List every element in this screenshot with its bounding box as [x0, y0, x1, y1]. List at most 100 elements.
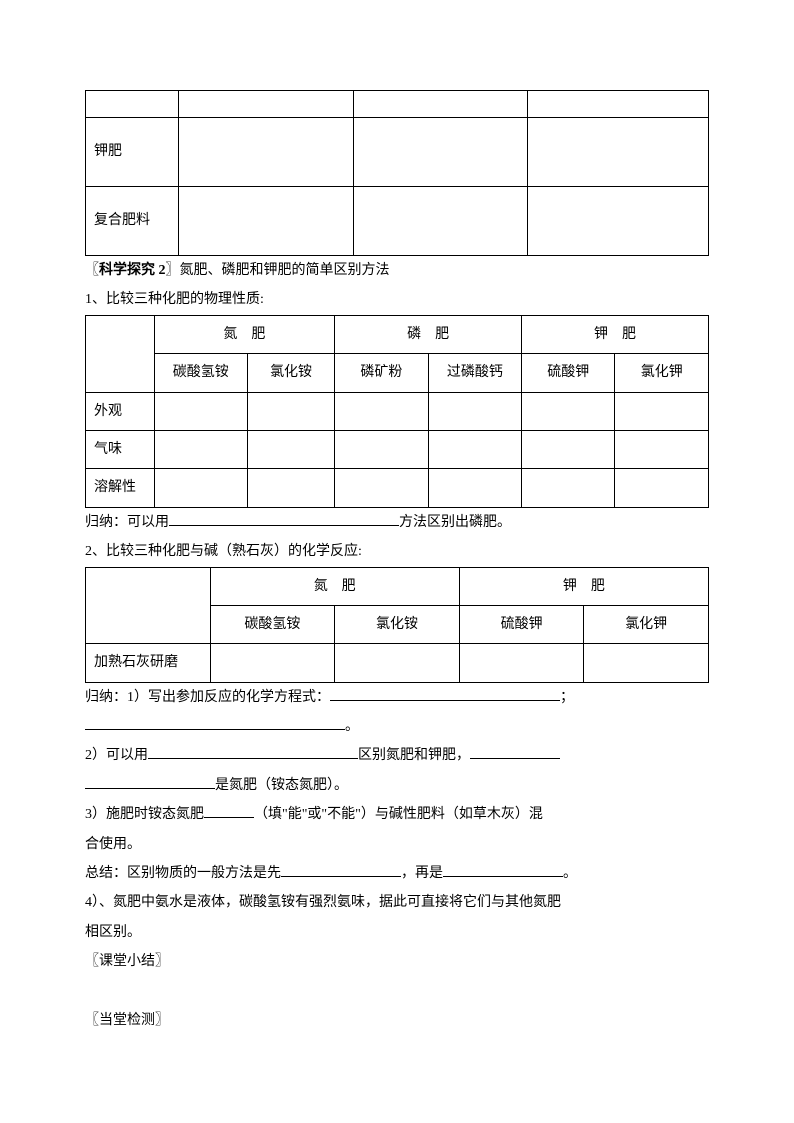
- table-cell: [528, 187, 709, 256]
- table-cell: 碳酸氢铵: [154, 354, 247, 392]
- fill-blank[interactable]: [443, 862, 563, 877]
- text: 。: [563, 866, 577, 881]
- table-cell: 氯化铵: [247, 354, 334, 392]
- table-fertilizer-types: 钾肥 复合肥料: [85, 90, 709, 256]
- table-cell: 过磷酸钙: [428, 354, 521, 392]
- table-row: [86, 91, 709, 118]
- table-row: 外观: [86, 392, 709, 430]
- section-heading: 〖当堂检测〗: [85, 1006, 709, 1035]
- fill-blank[interactable]: [204, 803, 254, 818]
- text: （填"能"或"不能"）与碱性肥料（如草木灰）混: [254, 807, 543, 822]
- table-cell: [335, 469, 428, 507]
- table-row: 溶解性: [86, 469, 709, 507]
- paragraph: 总结：区别物质的一般方法是先 ，再是 。: [85, 859, 709, 888]
- section-heading: 〖科学探究 2〗氮肥、磷肥和钾肥的简单区别方法: [85, 256, 709, 285]
- table-cell: [522, 469, 615, 507]
- table-cell: 硫酸钾: [522, 354, 615, 392]
- table-cell: [335, 430, 428, 468]
- table-row: 钾肥: [86, 118, 709, 187]
- table-cell: 钾肥: [86, 118, 179, 187]
- table-cell: [615, 392, 709, 430]
- heading-bold: 科学探究 2: [99, 263, 166, 278]
- table-row: 气味: [86, 430, 709, 468]
- table-cell: [247, 430, 334, 468]
- table-cell: 氮 肥: [210, 567, 459, 605]
- table-cell: 氮 肥: [154, 315, 335, 353]
- fill-blank[interactable]: [85, 715, 345, 730]
- table-chemical-reaction: 氮 肥 钾 肥 碳酸氢铵 氯化铵 硫酸钾 氯化钾 加熟石灰研磨: [85, 567, 709, 683]
- table-cell: [428, 392, 521, 430]
- table-cell: [353, 187, 527, 256]
- table-cell: [86, 567, 211, 644]
- text: ，再是: [401, 866, 443, 881]
- table-cell: [335, 644, 460, 682]
- table-cell: 钾 肥: [522, 315, 709, 353]
- table-cell: [428, 469, 521, 507]
- table-cell: 钾 肥: [459, 567, 708, 605]
- table-cell: [528, 118, 709, 187]
- table-cell: [210, 644, 335, 682]
- table-cell: [353, 118, 527, 187]
- table-cell: [353, 91, 527, 118]
- table-cell: 氯化钾: [615, 354, 709, 392]
- fill-blank[interactable]: [148, 744, 358, 759]
- paragraph: 1、比较三种化肥的物理性质:: [85, 285, 709, 314]
- text: 区别氮肥和钾肥，: [358, 748, 470, 763]
- table-cell: [615, 430, 709, 468]
- table-cell: [179, 118, 353, 187]
- text: 总结：区别物质的一般方法是先: [85, 866, 281, 881]
- table-cell: [86, 315, 155, 392]
- text: 3）施肥时铵态氮肥: [85, 807, 204, 822]
- fill-blank[interactable]: [169, 511, 399, 526]
- fill-blank[interactable]: [470, 744, 560, 759]
- table-cell: 氯化铵: [335, 605, 460, 643]
- table-row: 复合肥料: [86, 187, 709, 256]
- table-cell: [584, 644, 709, 682]
- table-cell: [86, 91, 179, 118]
- fill-blank[interactable]: [85, 774, 215, 789]
- text: 。: [345, 719, 359, 734]
- spacer: [85, 977, 709, 1006]
- paragraph: 相区别。: [85, 918, 709, 947]
- table-cell: [428, 430, 521, 468]
- table-cell: [247, 469, 334, 507]
- text: 2）可以用: [85, 748, 148, 763]
- fill-blank[interactable]: [330, 686, 560, 701]
- table-row: 氮 肥 磷 肥 钾 肥: [86, 315, 709, 353]
- text: 方法区别出磷肥。: [399, 515, 511, 530]
- paragraph: 归纳：可以用 方法区别出磷肥。: [85, 508, 709, 537]
- table-cell: 硫酸钾: [459, 605, 584, 643]
- table-cell: 磷 肥: [335, 315, 522, 353]
- table-cell: 复合肥料: [86, 187, 179, 256]
- table-cell: [528, 91, 709, 118]
- paragraph: 归纳：1）写出参加反应的化学方程式：；: [85, 683, 709, 712]
- table-cell: [247, 392, 334, 430]
- table-cell: [154, 469, 247, 507]
- text: 是氮肥（铵态氮肥）。: [215, 778, 348, 793]
- table-row: 氮 肥 钾 肥: [86, 567, 709, 605]
- fill-blank[interactable]: [281, 862, 401, 877]
- table-cell: 溶解性: [86, 469, 155, 507]
- table-cell: 外观: [86, 392, 155, 430]
- table-cell: [615, 469, 709, 507]
- table-cell: [179, 187, 353, 256]
- paragraph: 3）施肥时铵态氮肥 （填"能"或"不能"）与碱性肥料（如草木灰）混: [85, 800, 709, 829]
- table-cell: 碳酸氢铵: [210, 605, 335, 643]
- text: 归纳：1）写出参加反应的化学方程式：: [85, 690, 330, 705]
- paragraph: 2）可以用 区别氮肥和钾肥，: [85, 741, 709, 770]
- table-cell: [522, 392, 615, 430]
- table-cell: 氯化钾: [584, 605, 709, 643]
- table-row: 碳酸氢铵 氯化铵 磷矿粉 过磷酸钙 硫酸钾 氯化钾: [86, 354, 709, 392]
- table-cell: 加熟石灰研磨: [86, 644, 211, 682]
- table-physical-properties: 氮 肥 磷 肥 钾 肥 碳酸氢铵 氯化铵 磷矿粉 过磷酸钙 硫酸钾 氯化钾 外观…: [85, 315, 709, 508]
- paragraph: 是氮肥（铵态氮肥）。: [85, 771, 709, 800]
- paragraph: 2、比较三种化肥与碱（熟石灰）的化学反应:: [85, 537, 709, 566]
- bracket-prefix: 〖: [85, 263, 99, 278]
- table-row: 加熟石灰研磨: [86, 644, 709, 682]
- paragraph: 合使用。: [85, 830, 709, 859]
- table-cell: [459, 644, 584, 682]
- section-heading: 〖课堂小结〗: [85, 947, 709, 976]
- paragraph: 4）、氮肥中氨水是液体，碳酸氢铵有强烈氨味，据此可直接将它们与其他氮肥: [85, 888, 709, 917]
- text: 归纳：可以用: [85, 515, 169, 530]
- table-cell: [522, 430, 615, 468]
